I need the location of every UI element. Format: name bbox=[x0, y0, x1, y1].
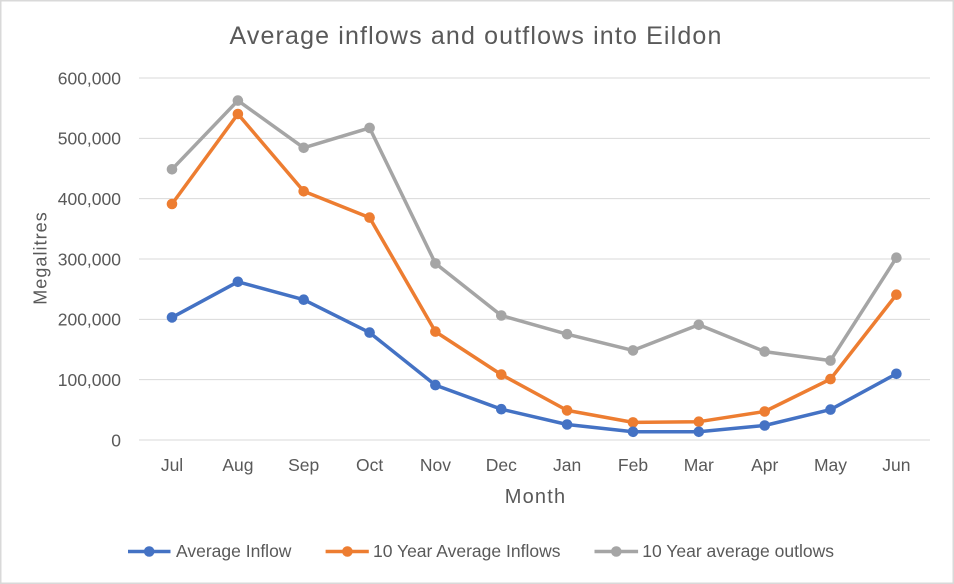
svg-text:Dec: Dec bbox=[486, 455, 517, 475]
svg-text:Average inflows and outflows i: Average inflows and outflows into Eildon bbox=[229, 22, 722, 50]
svg-text:600,000: 600,000 bbox=[58, 68, 122, 88]
svg-text:100,000: 100,000 bbox=[58, 370, 122, 390]
svg-text:Megalitres: Megalitres bbox=[31, 211, 51, 305]
svg-text:Average Inflow: Average Inflow bbox=[176, 541, 292, 561]
svg-text:Apr: Apr bbox=[751, 455, 778, 475]
svg-text:10 Year average outlows: 10 Year average outlows bbox=[642, 541, 834, 561]
svg-text:Mar: Mar bbox=[684, 455, 714, 475]
svg-text:Jun: Jun bbox=[882, 455, 910, 475]
svg-text:Sep: Sep bbox=[288, 455, 319, 475]
svg-text:May: May bbox=[814, 455, 847, 475]
svg-text:200,000: 200,000 bbox=[58, 310, 122, 330]
svg-text:500,000: 500,000 bbox=[58, 129, 122, 149]
svg-text:300,000: 300,000 bbox=[58, 249, 122, 269]
svg-text:Month: Month bbox=[505, 486, 567, 508]
svg-text:Nov: Nov bbox=[420, 455, 451, 475]
svg-text:Oct: Oct bbox=[356, 455, 383, 475]
svg-text:Aug: Aug bbox=[222, 455, 253, 475]
svg-text:10 Year Average Inflows: 10 Year Average Inflows bbox=[373, 541, 561, 561]
svg-text:Jul: Jul bbox=[161, 455, 183, 475]
svg-text:Feb: Feb bbox=[618, 455, 648, 475]
svg-text:400,000: 400,000 bbox=[58, 189, 122, 209]
svg-text:Jan: Jan bbox=[553, 455, 581, 475]
svg-text:0: 0 bbox=[111, 430, 121, 450]
